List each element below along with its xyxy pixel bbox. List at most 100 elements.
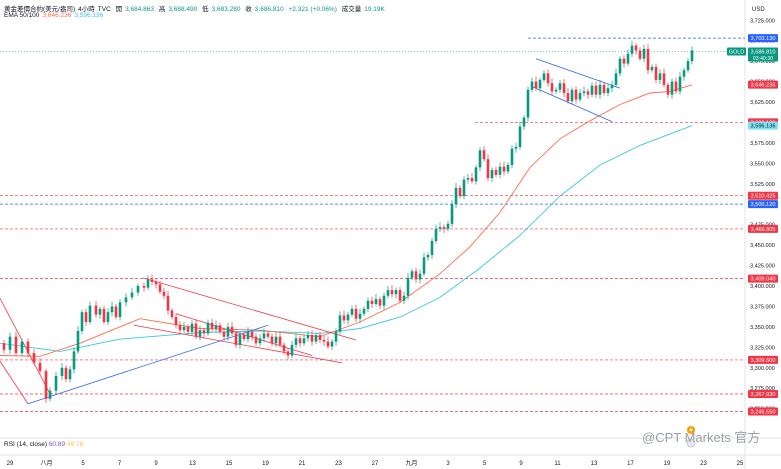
candle-body: [422, 257, 426, 274]
candle-body: [646, 48, 650, 71]
candle-body: [226, 326, 230, 337]
candle-body: [394, 290, 398, 295]
candle-body: [198, 330, 202, 337]
ema-label: EMA 50/100: [4, 12, 40, 19]
candle-body: [214, 325, 218, 329]
rsi-legend: RSI (14, close) 60.89 49.78: [4, 441, 83, 448]
currency-label: USD: [752, 7, 765, 13]
candle-body: [398, 290, 402, 301]
candle-body: [218, 325, 222, 332]
last-price-value: 3,686.810: [751, 49, 776, 55]
candle-body: [638, 50, 642, 59]
candle-body: [258, 338, 262, 344]
candle-body: [154, 281, 158, 285]
x-tick-label: 5: [81, 461, 85, 467]
candle-body: [486, 159, 490, 179]
candle-body: [262, 333, 266, 339]
candle-body: [8, 336, 12, 350]
candle-body: [354, 308, 358, 319]
x-tick-label: 13: [591, 461, 598, 467]
candle-body: [318, 335, 322, 340]
candle-body: [442, 227, 446, 229]
candle-body: [650, 66, 654, 71]
candle-body: [32, 353, 36, 363]
candle-body: [538, 79, 542, 89]
candle-body: [94, 305, 98, 315]
candle-body: [642, 48, 646, 59]
candle-body: [498, 166, 502, 175]
candle-body: [254, 336, 258, 344]
chart-header-line1: 黄金差價合約(美元/盎司) 4小時 TVC 開 3,684.863 高 3,688.49…: [4, 3, 388, 13]
ema50-line: [0, 84, 693, 357]
rsi-value-2: 49.78: [66, 441, 84, 448]
candle-body: [470, 178, 474, 182]
candle-body: [446, 223, 450, 229]
candle-body: [682, 70, 686, 77]
candle-body: [282, 344, 286, 352]
candle-body: [670, 81, 674, 95]
trendline: [0, 298, 51, 395]
candle-body: [414, 271, 418, 280]
candle-body: [674, 81, 678, 92]
candle-body: [80, 312, 84, 331]
candle-body: [514, 147, 518, 149]
candle-body: [426, 254, 430, 258]
candle-body: [294, 338, 298, 345]
candle-body: [130, 292, 134, 298]
candle-body: [450, 204, 454, 224]
candle-body: [102, 308, 106, 322]
candle-body: [166, 295, 170, 311]
candle-body: [350, 308, 354, 315]
rsi-label: RSI (14, close): [4, 441, 47, 448]
candle-body: [566, 93, 570, 102]
candle-body: [502, 166, 506, 172]
y-tick-label: 3,375.000: [750, 304, 775, 310]
candle-body: [306, 335, 310, 339]
candle-body: [474, 167, 478, 182]
candle-body: [194, 323, 198, 337]
candle-body: [98, 308, 102, 315]
price-tag-bg: [748, 34, 778, 43]
candle-body: [170, 310, 174, 318]
y-tick-label: 3,725.000: [750, 18, 775, 24]
candle-body: [222, 331, 226, 337]
candle-body: [238, 335, 242, 345]
price-tag-label: 3,246.550: [751, 409, 776, 415]
candle-body: [358, 313, 362, 319]
candle-body: [374, 299, 378, 304]
y-tick-label: 3,625.000: [750, 100, 775, 106]
candle-body: [346, 314, 350, 321]
x-tick-label: 27: [372, 461, 379, 467]
candle-body: [570, 89, 574, 102]
x-tick-label: 5: [483, 461, 487, 467]
candle-body: [618, 58, 622, 74]
candle-body: [510, 148, 514, 165]
price-tag-bg: [748, 121, 778, 130]
candle-body: [26, 341, 30, 354]
candle-body: [202, 330, 206, 334]
candle-body: [242, 335, 246, 340]
close-value: 3,686.810: [254, 6, 284, 13]
candle-body: [182, 326, 186, 331]
candle-body: [330, 341, 334, 347]
candle-body: [178, 325, 182, 331]
volume-label: 成交量: [341, 6, 362, 13]
x-tick-label: 25: [737, 461, 744, 467]
candle-body: [290, 344, 294, 356]
open-label: 開: [115, 6, 123, 13]
volume-value: 19.19K: [364, 6, 385, 13]
candle-body: [64, 367, 68, 380]
candle-body: [60, 367, 64, 376]
candle-body: [174, 317, 178, 326]
candle-body: [406, 277, 410, 296]
candle-body: [146, 279, 150, 288]
candle-body: [88, 305, 92, 322]
candle-body: [118, 302, 122, 318]
x-tick-label: 九月: [405, 459, 417, 467]
candle-body: [370, 300, 374, 304]
candle-body: [302, 338, 306, 344]
trendline: [142, 277, 357, 341]
last-price-countdown: 03:40:30: [753, 56, 773, 62]
y-tick-label: 3,300.000: [750, 366, 775, 372]
